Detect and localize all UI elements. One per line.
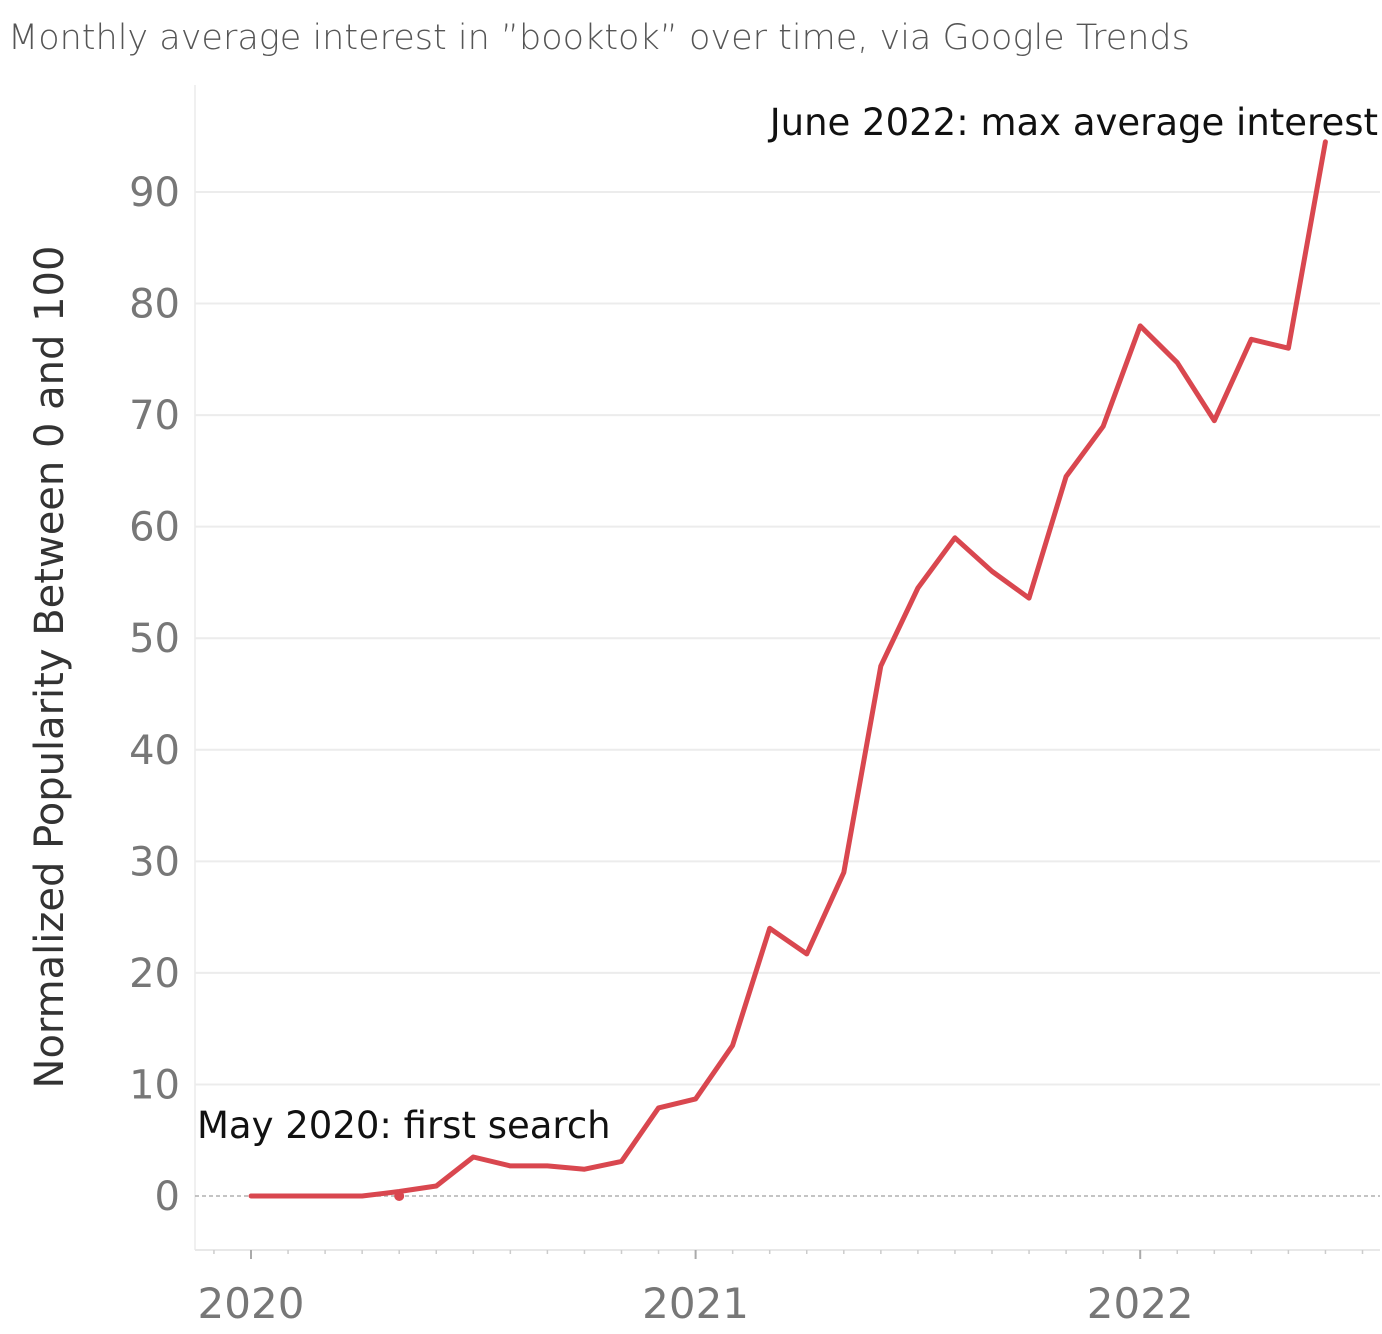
y-tick-label: 70 <box>129 393 180 439</box>
annotation-max-interest: June 2022: max average interest <box>768 101 1378 144</box>
y-tick-label: 60 <box>129 505 180 551</box>
y-tick-label: 40 <box>129 728 180 774</box>
y-tick-label: 50 <box>129 616 180 662</box>
y-tick-label: 0 <box>155 1174 180 1220</box>
y-tick-label: 10 <box>129 1062 180 1108</box>
x-tick-label: 2022 <box>1087 1279 1194 1328</box>
series-line <box>248 139 1328 1199</box>
y-tick-label: 90 <box>129 170 180 216</box>
chart-title: Monthly average interest in ”booktok” ov… <box>8 18 1190 58</box>
y-tick-label: 80 <box>129 282 180 328</box>
x-tick-label: 2020 <box>198 1279 305 1328</box>
x-tick-label: 2021 <box>642 1279 749 1328</box>
y-tick-label: 20 <box>129 951 180 997</box>
annotation-first-search: May 2020: first search <box>197 1104 611 1147</box>
y-tick-label: 30 <box>129 839 180 885</box>
first-search-marker <box>394 1191 405 1201</box>
